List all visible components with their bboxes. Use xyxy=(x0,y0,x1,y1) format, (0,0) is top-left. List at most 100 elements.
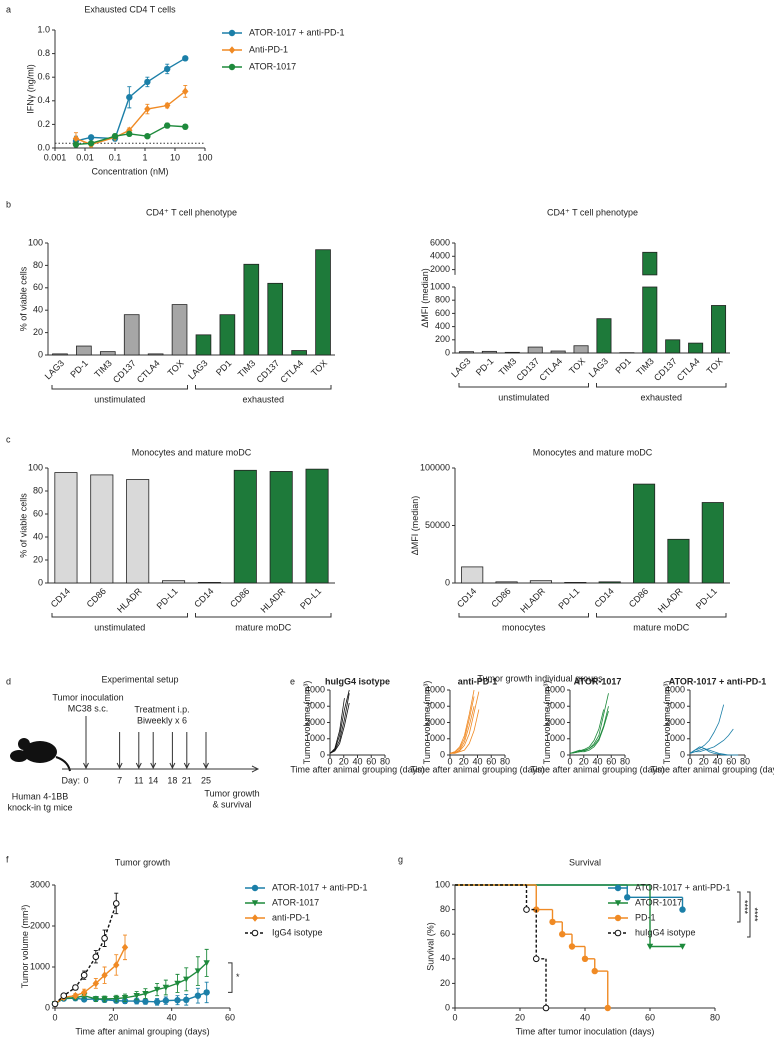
bar xyxy=(598,581,621,584)
group-label: exhausted xyxy=(640,392,682,402)
y-tick-label: 0 xyxy=(445,577,450,587)
y-axis-label: ΔMFI (median) xyxy=(410,496,420,556)
series-line xyxy=(689,704,725,754)
y-tick-label: 1000 xyxy=(30,961,50,971)
bar xyxy=(529,580,552,584)
day-label: Day: xyxy=(61,775,80,785)
diagram-title: Experimental setup xyxy=(101,674,178,684)
y-tick-label: 60 xyxy=(33,508,43,518)
bar xyxy=(171,304,188,356)
panel-letter: b xyxy=(6,199,11,209)
series-line xyxy=(450,709,480,754)
y-tick-label: 2000 xyxy=(425,717,445,727)
legend-marker xyxy=(228,63,236,71)
marker xyxy=(80,971,88,979)
x-tick-label: PD-L1 xyxy=(298,586,323,611)
marker xyxy=(679,906,686,913)
bar xyxy=(267,282,284,356)
marker xyxy=(182,55,189,62)
marker xyxy=(121,943,129,952)
x-tick-label: CTLA4 xyxy=(278,358,305,385)
x-tick-label: 0 xyxy=(687,756,692,766)
legend-marker xyxy=(251,929,259,937)
group-bracket xyxy=(195,385,332,390)
x-tick-label: LAG3 xyxy=(587,356,610,379)
bar xyxy=(54,472,78,584)
x-tick-label: 40 xyxy=(472,756,482,766)
y-tick-label: 6000 xyxy=(430,237,450,247)
y-tick-label: 0.0 xyxy=(37,142,50,152)
marker xyxy=(646,943,654,950)
bar xyxy=(550,350,566,354)
marker xyxy=(101,935,108,942)
x-tick-label: CD137 xyxy=(254,358,281,385)
y-tick-label: 0.8 xyxy=(37,48,50,58)
marker xyxy=(183,996,190,1003)
bar xyxy=(126,479,150,584)
group-label: unstimulated xyxy=(94,622,145,632)
series-line xyxy=(569,709,605,754)
day-arrow xyxy=(150,732,157,770)
x-axis-label: Time after animal grouping (days) xyxy=(410,764,544,774)
legend-marker xyxy=(251,900,259,907)
panel-letter: a xyxy=(6,4,11,14)
y-tick-label: 0 xyxy=(440,749,445,759)
x-tick-label: 60 xyxy=(726,756,736,766)
panel-letter: e xyxy=(290,676,295,686)
x-tick-label: 1 xyxy=(142,152,147,162)
group-label: unstimulated xyxy=(498,392,549,402)
x-tick-label: 20 xyxy=(339,756,349,766)
x-tick-label: 60 xyxy=(606,756,616,766)
x-tick-label: LAG3 xyxy=(186,358,209,381)
bar xyxy=(195,334,212,356)
marker xyxy=(126,94,133,101)
x-tick-label: 40 xyxy=(712,756,722,766)
marker xyxy=(542,1004,550,1012)
x-tick-label: 0 xyxy=(567,756,572,766)
x-tick-label: 0 xyxy=(447,756,452,766)
marker xyxy=(203,960,210,967)
y-tick-label: 40 xyxy=(33,305,43,315)
x-tick-label: LAG3 xyxy=(449,356,472,379)
chart-title: huIgG4 isotype xyxy=(325,676,390,686)
group-label: mature moDC xyxy=(235,622,292,632)
y-tick-label: 2000 xyxy=(305,717,325,727)
marker xyxy=(153,998,161,1006)
marker xyxy=(101,996,108,1003)
chart-title: Monocytes and mature moDC xyxy=(533,447,653,457)
legend-marker xyxy=(614,900,622,907)
y-tick-label: 3000 xyxy=(425,701,445,711)
group-label: mature moDC xyxy=(633,622,690,632)
legend-label: anti-PD-1 xyxy=(272,912,310,922)
chart-title: anti-PD-1 xyxy=(458,676,498,686)
x-axis-label: Time after animal grouping (days) xyxy=(650,764,774,774)
x-tick-label: 0 xyxy=(327,756,332,766)
x-axis-label: Time after tumor inoculation (days) xyxy=(516,1026,655,1036)
bar xyxy=(162,580,186,584)
y-tick-label: 60 xyxy=(440,929,450,939)
x-tick-label: 40 xyxy=(592,756,602,766)
y-tick-label: 1.0 xyxy=(37,24,50,34)
x-tick-label: PD1 xyxy=(614,356,633,375)
bar xyxy=(504,351,520,354)
marker xyxy=(80,988,88,997)
series-line xyxy=(329,693,350,754)
y-tick-label: 0 xyxy=(320,749,325,759)
timeline-axis xyxy=(62,765,260,773)
marker xyxy=(113,961,120,969)
chart-title: Exhausted CD4 T cells xyxy=(84,4,176,14)
chart-title: Tumor growth xyxy=(115,857,170,867)
series-line xyxy=(449,691,480,754)
x-tick-label: TOX xyxy=(309,358,329,378)
bar xyxy=(99,351,116,356)
x-axis-label: Concentration (nM) xyxy=(91,166,168,176)
y-tick-label: 100000 xyxy=(420,462,450,472)
marker xyxy=(164,65,171,73)
series-line xyxy=(54,991,207,1005)
x-tick-label: HLADR xyxy=(518,586,547,615)
marker xyxy=(92,996,100,1003)
y-tick-label: 0.6 xyxy=(37,72,50,82)
marker xyxy=(203,989,210,996)
y-tick-label: 0.4 xyxy=(37,95,50,105)
marker xyxy=(194,968,202,975)
